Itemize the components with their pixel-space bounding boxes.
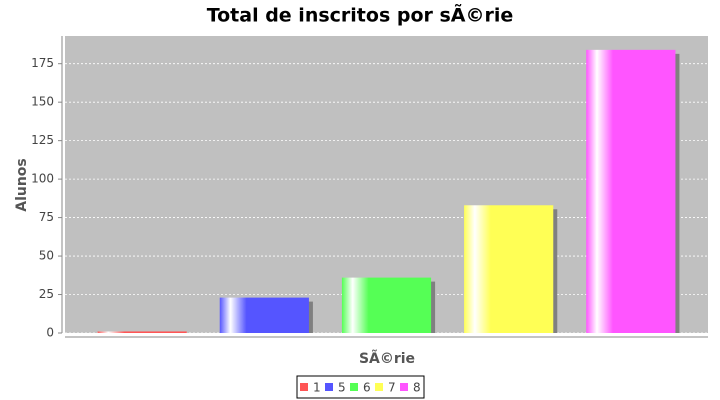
legend-swatch xyxy=(375,383,383,391)
legend-label: 8 xyxy=(413,381,421,395)
y-tick-label: 100 xyxy=(31,172,54,186)
y-tick-label: 175 xyxy=(31,56,54,70)
chart-title: Total de inscritos por sÃ©rie xyxy=(207,3,514,27)
y-tick-label: 0 xyxy=(46,326,54,340)
y-tick-label: 75 xyxy=(39,210,54,224)
legend-label: 6 xyxy=(363,381,371,395)
x-axis-label: SÃ©rie xyxy=(359,350,415,367)
legend-label: 1 xyxy=(313,381,321,395)
y-tick-label: 50 xyxy=(39,249,54,263)
bar xyxy=(586,49,676,334)
y-tick-label: 25 xyxy=(39,287,54,301)
legend-swatch xyxy=(350,383,358,391)
y-tick-label: 125 xyxy=(31,133,54,147)
bar xyxy=(97,331,187,333)
legend-label: 7 xyxy=(388,381,396,395)
bar xyxy=(341,277,432,333)
legend-swatch xyxy=(300,383,308,391)
legend xyxy=(296,375,425,399)
y-axis-label: Alunos xyxy=(14,158,30,212)
legend-swatch xyxy=(325,383,333,391)
y-tick-label: 150 xyxy=(31,95,54,109)
legend-swatch xyxy=(400,383,408,391)
legend-label: 5 xyxy=(338,381,346,395)
bar xyxy=(219,297,309,333)
bar xyxy=(464,205,554,333)
